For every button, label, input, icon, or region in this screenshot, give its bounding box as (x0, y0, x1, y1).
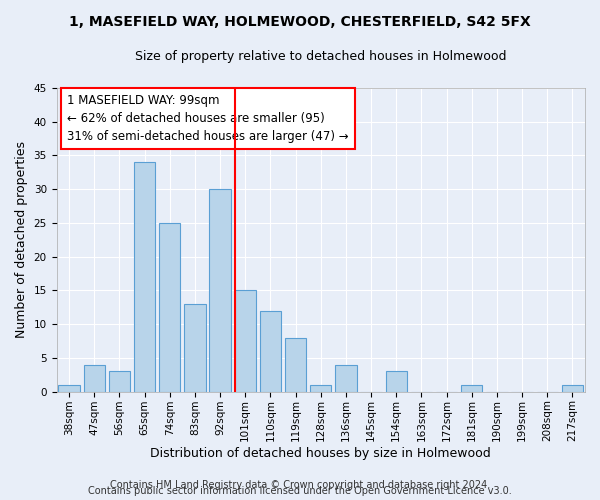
Bar (335, 364, 356, 392)
Bar (235, 290, 256, 392)
Bar (310, 385, 331, 392)
Text: 1 MASEFIELD WAY: 99sqm
← 62% of detached houses are smaller (95)
31% of semi-det: 1 MASEFIELD WAY: 99sqm ← 62% of detached… (67, 94, 349, 143)
X-axis label: Distribution of detached houses by size in Holmewood: Distribution of detached houses by size … (151, 447, 491, 460)
Bar (209, 189, 231, 392)
Bar (386, 372, 407, 392)
Bar (461, 385, 482, 392)
Y-axis label: Number of detached properties: Number of detached properties (15, 141, 28, 338)
Bar (83, 364, 105, 392)
Title: Size of property relative to detached houses in Holmewood: Size of property relative to detached ho… (135, 50, 506, 63)
Bar (184, 304, 206, 392)
Bar (58, 385, 80, 392)
Bar (109, 372, 130, 392)
Text: 1, MASEFIELD WAY, HOLMEWOOD, CHESTERFIELD, S42 5FX: 1, MASEFIELD WAY, HOLMEWOOD, CHESTERFIEL… (69, 15, 531, 29)
Bar (260, 310, 281, 392)
Bar (134, 162, 155, 392)
Bar (285, 338, 306, 392)
Text: Contains public sector information licensed under the Open Government Licence v3: Contains public sector information licen… (88, 486, 512, 496)
Text: Contains HM Land Registry data © Crown copyright and database right 2024.: Contains HM Land Registry data © Crown c… (110, 480, 490, 490)
Bar (159, 223, 181, 392)
Bar (562, 385, 583, 392)
